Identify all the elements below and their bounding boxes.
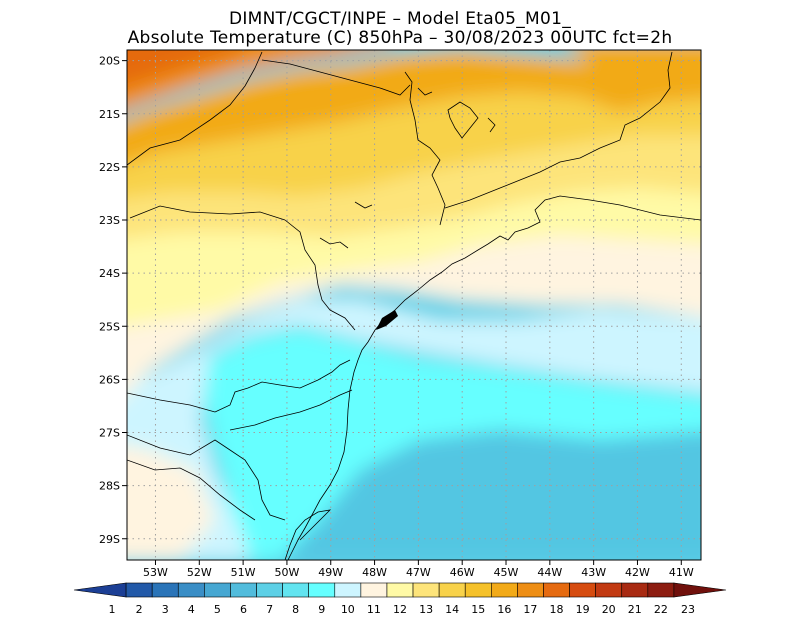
lon-tick-label: 51W: [231, 566, 256, 579]
colorbar-label: 15: [471, 603, 485, 616]
colorbar-label: 19: [576, 603, 590, 616]
colorbar-swatch: [569, 582, 596, 598]
lon-tick-label: 46W: [450, 566, 475, 579]
colorbar-swatch: [386, 582, 414, 598]
map-title-line-1: DIMNT/CGCT/INPE – Model Eta05_M01_: [228, 9, 572, 29]
lat-tick-label: 20S: [99, 55, 120, 68]
colorbar-swatch: [308, 582, 336, 598]
colorbar-label: 20: [602, 603, 616, 616]
colorbar-swatch: [412, 582, 440, 598]
colorbar-swatch: [491, 582, 518, 598]
colorbar-label: 22: [654, 603, 668, 616]
colorbar-swatch: [204, 582, 231, 598]
colorbar-label: 23: [681, 603, 695, 616]
lon-tick-label: 50W: [274, 566, 299, 579]
map-title-line-2: Absolute Temperature (C) 850hPa – 30/08/…: [127, 28, 673, 48]
colorbar-swatch: [595, 582, 623, 598]
colorbar-swatch: [73, 582, 127, 598]
colorbar-swatch: [125, 582, 153, 598]
lon-tick-label: 53W: [143, 566, 168, 579]
colorbar-label: 18: [550, 603, 564, 616]
colorbar-label: 13: [419, 603, 433, 616]
colorbar-swatch: [464, 582, 492, 598]
colorbar-label: 12: [393, 603, 407, 616]
colorbar-swatch: [517, 582, 544, 598]
longitude-axis: 53W 52W 51W 50W 49W 48W 47W 46W 45W 44W 43W 42W 41W: [143, 560, 694, 579]
colorbar-swatch: [647, 582, 675, 598]
temperature-field: [127, 50, 701, 560]
colorbar-label: 2: [136, 603, 143, 616]
colorbar-label: 10: [341, 603, 355, 616]
colorbar-swatch: [151, 582, 179, 598]
colorbar-label: 16: [497, 603, 511, 616]
colorbar-label: 4: [188, 603, 195, 616]
lon-tick-label: 43W: [581, 566, 606, 579]
lat-tick-label: 26S: [99, 373, 120, 386]
political-borders: [127, 51, 701, 560]
colorbar-label: 1: [109, 603, 116, 616]
colorbar-swatch: [360, 582, 388, 598]
colorbar-swatch: [438, 582, 466, 598]
colorbar-label: 9: [318, 603, 325, 616]
colorbar-swatch: [282, 582, 309, 598]
colorbar-label: 11: [367, 603, 381, 616]
colorbar-swatch: [334, 582, 362, 598]
graticule: [127, 50, 701, 560]
map-frame: [126, 49, 702, 561]
colorbar-swatch: [230, 582, 257, 598]
lon-tick-label: 45W: [494, 566, 519, 579]
colorbar-label: 3: [162, 603, 169, 616]
lat-tick-label: 24S: [99, 267, 120, 280]
latitude-axis: 20S 21S 22S 23S 24S 25S 26S 27S 28S 29S: [99, 55, 127, 546]
colorbar-label: 21: [628, 603, 642, 616]
colorbar-label: 7: [266, 603, 273, 616]
colorbar-label: 6: [240, 603, 247, 616]
lat-tick-label: 28S: [99, 480, 120, 493]
colorbar-label: 8: [292, 603, 299, 616]
lon-tick-label: 42W: [625, 566, 650, 579]
colorbar-label: 17: [523, 603, 537, 616]
colorbar-swatch: [256, 582, 283, 598]
bay-outline: [376, 310, 398, 330]
lon-tick-label: 44W: [537, 566, 562, 579]
colorbar-label: 14: [445, 603, 459, 616]
lat-tick-label: 27S: [99, 427, 120, 440]
colorbar-swatch: [673, 582, 727, 598]
lat-tick-label: 23S: [99, 214, 120, 227]
colorbar-swatch: [621, 582, 649, 598]
lon-tick-label: 52W: [187, 566, 212, 579]
colorbar: 1 2 3 4 5 6 7 8 9 10 11 12 13 14 15 16 17 18 19 20 21 22 23: [73, 582, 727, 616]
colorbar-swatch: [177, 582, 205, 598]
lon-tick-label: 47W: [406, 566, 431, 579]
colorbar-label: 5: [214, 603, 221, 616]
lon-tick-label: 49W: [318, 566, 343, 579]
lat-tick-label: 21S: [99, 108, 120, 121]
lat-tick-label: 25S: [99, 320, 120, 333]
lat-tick-label: 22S: [99, 161, 120, 174]
lon-tick-label: 48W: [362, 566, 387, 579]
lon-tick-label: 41W: [669, 566, 694, 579]
lat-tick-label: 29S: [99, 533, 120, 546]
colorbar-swatch: [543, 582, 570, 598]
